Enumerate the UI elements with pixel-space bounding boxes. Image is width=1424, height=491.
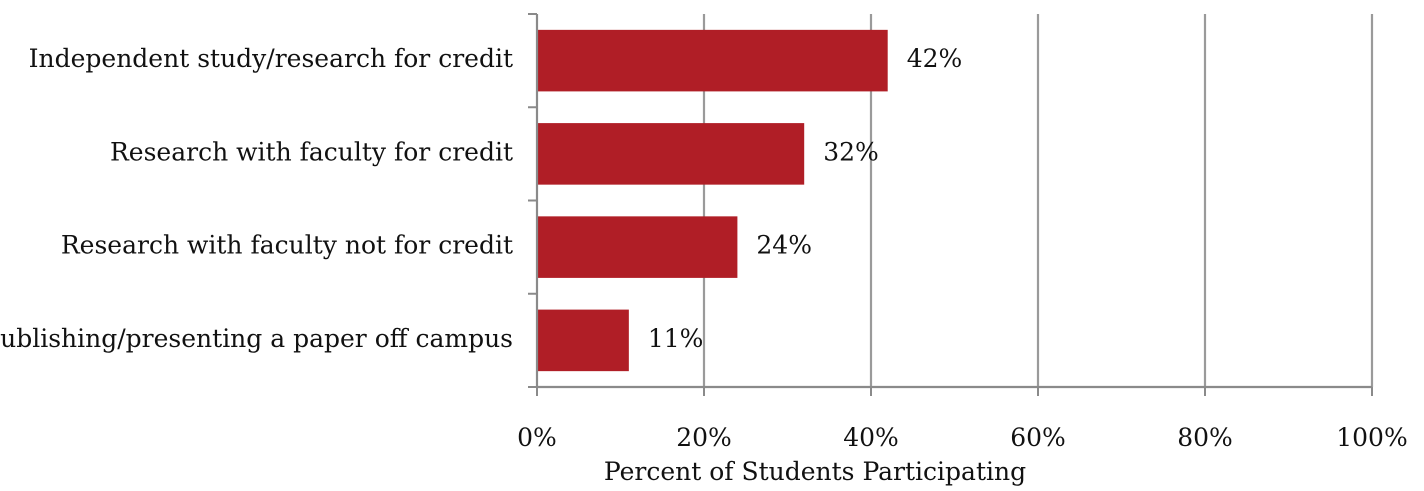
labels: 0% 20% 40% 60% 80% 100% Independent study/rese… [0, 44, 1408, 452]
x-tick-label: 100% [1336, 423, 1407, 452]
bars [537, 29, 888, 372]
x-tick-label: 40% [843, 423, 899, 452]
x-tick-label: 80% [1177, 423, 1233, 452]
bar [537, 29, 888, 92]
x-tick-label: 60% [1010, 423, 1066, 452]
data-label: 11% [648, 324, 704, 353]
category-label: Independent study/research for credit [29, 44, 513, 73]
data-label: 32% [823, 137, 879, 166]
category-label: Publishing/presenting a paper off campus [0, 324, 513, 353]
x-axis-title: Percent of Students Participating [604, 457, 1026, 486]
axes [535, 14, 1372, 389]
data-label: 24% [756, 231, 812, 260]
x-tick-label: 0% [517, 423, 557, 452]
x-tick-label: 20% [676, 423, 732, 452]
category-label: Research with faculty not for credit [61, 231, 513, 260]
data-label: 42% [907, 44, 963, 73]
bar [537, 123, 805, 185]
bar [537, 216, 738, 278]
bar [537, 309, 629, 372]
category-label: Research with faculty for credit [110, 137, 513, 166]
